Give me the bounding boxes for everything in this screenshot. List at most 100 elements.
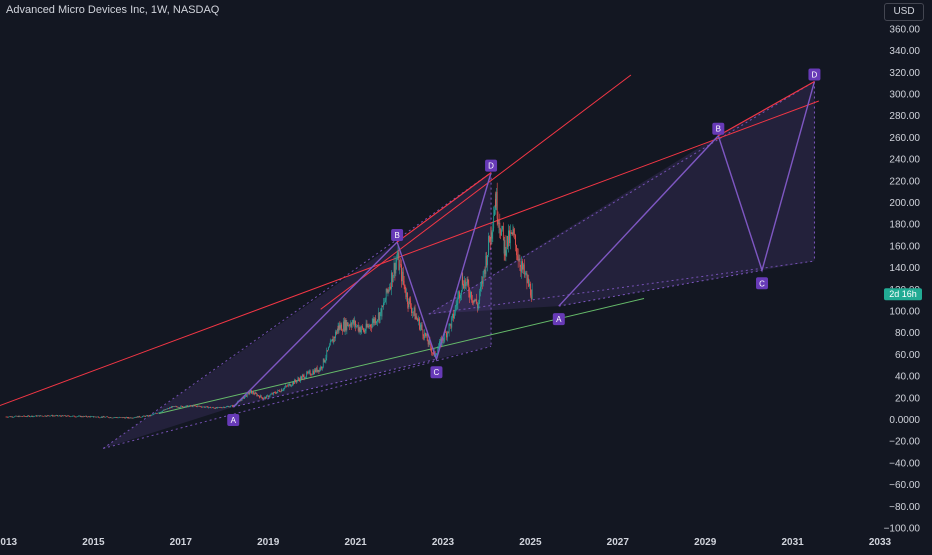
candle-body (271, 393, 273, 395)
candle-body (454, 306, 456, 314)
candle-body (155, 413, 157, 414)
candle-body (213, 407, 215, 409)
candle-body (246, 393, 248, 397)
candle-body (191, 405, 193, 407)
candle-body (321, 366, 323, 369)
candle-body (283, 388, 285, 390)
candle-body (51, 415, 53, 417)
candle-body (363, 328, 364, 332)
candle-body (25, 416, 27, 417)
candle-body (20, 416, 22, 417)
candle-body (203, 406, 204, 408)
candle-body (101, 416, 103, 418)
pattern-1-zigzag[interactable] (232, 172, 492, 408)
candle-body (138, 416, 140, 418)
candle-body (342, 321, 344, 332)
candle-body (267, 395, 269, 398)
currency-selector[interactable]: USD (884, 3, 924, 21)
candle-body (46, 415, 48, 417)
candle-body (106, 416, 107, 418)
candle-body (311, 374, 313, 376)
chart-title: Advanced Micro Devices Inc, 1W, NASDAQ (6, 4, 220, 16)
candle-body (476, 299, 478, 304)
candle-body (165, 409, 167, 410)
trendline-upper-resistance[interactable] (320, 74, 632, 310)
candle-body (356, 325, 357, 327)
trendline-long-resistance[interactable] (0, 100, 819, 444)
candle-body (419, 318, 420, 330)
candle-body (507, 236, 509, 247)
candle-body (484, 269, 486, 274)
candle-body (294, 379, 295, 384)
candle-body (366, 323, 368, 328)
candle-body (61, 415, 63, 417)
candle-body (517, 256, 519, 261)
candle-body (164, 409, 166, 411)
candle-body (189, 405, 190, 407)
candle-body (378, 312, 380, 321)
candle-body (450, 323, 452, 328)
candle-body (445, 332, 447, 333)
candle-body (421, 324, 423, 330)
y-tick-label: 360.00 (889, 24, 920, 35)
candle-body (210, 407, 211, 408)
candle-body (288, 383, 290, 385)
candle-body (79, 415, 81, 417)
candle-body (529, 283, 530, 287)
candle-body (249, 392, 251, 394)
candle-body (355, 321, 356, 327)
candle-body (330, 340, 332, 342)
candle-body (374, 318, 376, 323)
candle-body (261, 397, 263, 399)
candle-body (11, 416, 13, 418)
candle-body (272, 393, 273, 395)
candle-body (396, 258, 398, 263)
candle-body (113, 417, 115, 419)
candle-body (201, 406, 203, 408)
candle-body (425, 332, 426, 337)
candle-body (66, 415, 68, 417)
candle-body (387, 289, 389, 293)
candle-body (527, 278, 529, 283)
candle-body (73, 415, 75, 417)
candle-body (149, 415, 151, 416)
x-tick-label: 2025 (519, 537, 542, 548)
candle-body (44, 415, 46, 417)
pattern-1-label-bg-A (227, 413, 240, 426)
candle-body (208, 407, 210, 409)
candle-body (392, 275, 394, 282)
candle-body (530, 283, 531, 296)
candle-body (160, 411, 162, 413)
candle-body (526, 273, 528, 283)
candle-body (216, 407, 218, 409)
candle-body (119, 417, 121, 418)
candle-body (112, 417, 114, 419)
candle-body (500, 230, 502, 236)
candle-body (457, 296, 459, 304)
pattern-2-ac-line (558, 269, 763, 307)
candle-body (364, 331, 366, 333)
candle-body (458, 291, 460, 297)
candle-body (105, 416, 107, 418)
pattern-2-upper-dotted (428, 81, 815, 315)
candle-body (197, 405, 198, 407)
pattern-2-zigzag[interactable] (558, 81, 816, 307)
candle-body (489, 241, 491, 242)
candle-body (523, 264, 525, 275)
y-tick-label: 200.00 (889, 198, 920, 209)
candle-body (503, 240, 505, 254)
candle-body (260, 395, 262, 398)
candle-body (253, 393, 255, 395)
candle-body (130, 417, 132, 419)
candle-body (58, 415, 60, 417)
candle-body (352, 319, 354, 323)
candle-body (292, 382, 294, 386)
candle-body (134, 417, 135, 419)
pattern-1-label-bg-B (391, 229, 404, 242)
candle-body (32, 416, 34, 417)
candle-body (286, 385, 287, 387)
candle-body (121, 417, 123, 418)
candle-body (55, 415, 57, 417)
